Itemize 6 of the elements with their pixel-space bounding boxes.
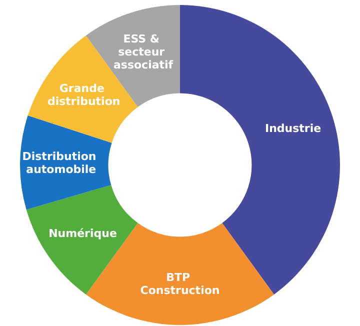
slice-label: Industrie <box>264 122 322 135</box>
slice-label: Distribution automobile <box>22 150 100 176</box>
slice-label: BTP Construction <box>140 270 220 297</box>
slice-label: Numérique <box>48 226 117 240</box>
slice-label: Grande distribution <box>47 82 120 108</box>
slice-label: ESS & secteur associatif <box>113 32 174 72</box>
